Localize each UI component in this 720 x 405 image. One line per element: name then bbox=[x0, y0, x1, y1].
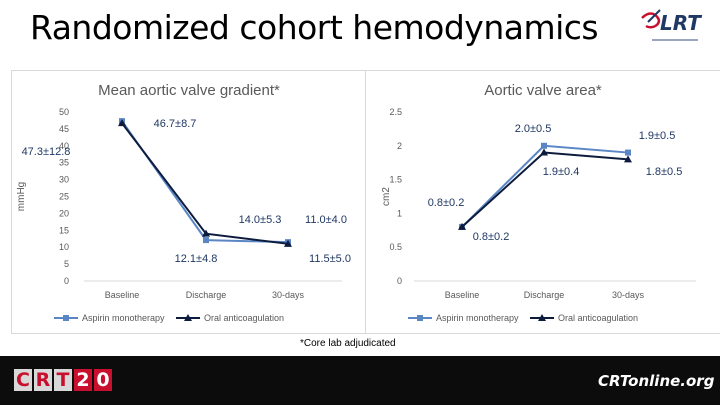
legend-label: Aspirin monotherapy bbox=[436, 313, 519, 323]
legend-label: Aspirin monotherapy bbox=[82, 313, 165, 323]
crt20-logo-letter: T bbox=[54, 369, 72, 391]
y-tick-label: 0 bbox=[64, 276, 69, 286]
y-tick-label: 25 bbox=[59, 192, 69, 202]
y-tick-label: 5 bbox=[64, 259, 69, 269]
data-point bbox=[458, 222, 466, 230]
data-label: 1.8±0.5 bbox=[646, 166, 683, 178]
crt20-logo-digit: 0 bbox=[94, 369, 112, 391]
legend-marker bbox=[63, 315, 69, 321]
y-tick-label: 2.5 bbox=[389, 107, 402, 117]
y-tick-label: 20 bbox=[59, 208, 69, 218]
y-tick-label: 10 bbox=[59, 242, 69, 252]
y-tick-label: 35 bbox=[59, 158, 69, 168]
data-point bbox=[540, 148, 548, 156]
data-point bbox=[541, 142, 547, 149]
footnote: *Core lab adjudicated bbox=[300, 338, 396, 349]
valve-area-chart: Aortic valve area* 0 0.5 1 1.5 2 2.5 cm2 Baselin… bbox=[365, 70, 720, 334]
data-point bbox=[284, 239, 292, 247]
data-label: 47.3±12.8 bbox=[22, 146, 71, 158]
data-point bbox=[624, 155, 632, 163]
gradient-chart: Mean aortic valve gradient* 0 5 10 15 20 25 30 3… bbox=[11, 70, 368, 334]
y-axis-label: cm2 bbox=[381, 187, 392, 206]
y-tick-label: 45 bbox=[59, 124, 69, 134]
data-label: 11.5±5.0 bbox=[309, 253, 351, 265]
data-label: 12.1±4.8 bbox=[175, 253, 218, 265]
footer-bar: C R T 2 0 CRTonline.org bbox=[0, 356, 720, 405]
y-tick-label: 2 bbox=[397, 141, 402, 151]
crt20-logo-letter: C bbox=[14, 369, 32, 391]
slide-title: Randomized cohort hemodynamics bbox=[30, 8, 599, 47]
chart-title: Mean aortic valve gradient* bbox=[98, 82, 280, 99]
data-label: 46.7±8.7 bbox=[154, 118, 197, 130]
crt20-logo: C R T 2 0 bbox=[14, 369, 112, 393]
data-label: 0.8±0.2 bbox=[428, 197, 465, 209]
crt20-logo-letter: R bbox=[34, 369, 52, 391]
crt20-logo-digit: 2 bbox=[74, 369, 92, 391]
series-line bbox=[461, 151, 629, 228]
x-tick-label: 30-days bbox=[612, 290, 645, 300]
x-tick-label: Discharge bbox=[186, 290, 227, 300]
data-label: 1.9±0.4 bbox=[543, 166, 580, 178]
x-tick-label: Discharge bbox=[524, 290, 565, 300]
chart-title: Aortic valve area* bbox=[484, 82, 602, 99]
x-tick-label: Baseline bbox=[105, 290, 140, 300]
data-label: 0.8±0.2 bbox=[473, 231, 510, 243]
data-point bbox=[203, 237, 209, 244]
data-label: 1.9±0.5 bbox=[639, 130, 676, 142]
x-tick-label: Baseline bbox=[445, 290, 480, 300]
lrt-logo: LRT bbox=[638, 6, 706, 48]
valve-area-chart-svg: Aortic valve area* 0 0.5 1 1.5 2 2.5 cm2 Baselin… bbox=[381, 82, 696, 323]
data-label: 14.0±5.3 bbox=[239, 214, 282, 226]
lrt-logo-text: LRT bbox=[660, 11, 702, 35]
y-tick-label: 0 bbox=[397, 276, 402, 286]
legend-label: Oral anticoagulation bbox=[204, 313, 284, 323]
y-axis-label: mmHg bbox=[16, 182, 27, 211]
data-label: 11.0±4.0 bbox=[305, 214, 347, 226]
y-tick-label: 1 bbox=[397, 208, 402, 218]
y-tick-label: 1.5 bbox=[389, 175, 402, 185]
data-point bbox=[625, 149, 631, 156]
y-tick-label: 50 bbox=[59, 107, 69, 117]
y-tick-label: 0.5 bbox=[389, 242, 402, 252]
data-point bbox=[202, 229, 210, 237]
data-point bbox=[118, 119, 126, 127]
crtonline-logo: CRTonline.org bbox=[598, 372, 715, 390]
x-tick-label: 30-days bbox=[272, 290, 305, 300]
y-tick-label: 40 bbox=[59, 141, 69, 151]
legend-marker bbox=[538, 314, 546, 321]
y-tick-label: 15 bbox=[59, 225, 69, 235]
legend-marker bbox=[184, 314, 192, 321]
y-tick-label: 30 bbox=[59, 175, 69, 185]
data-label: 2.0±0.5 bbox=[515, 123, 552, 135]
gradient-chart-svg: Mean aortic valve gradient* 0 5 10 15 20 25 30 3… bbox=[16, 82, 351, 323]
legend-marker bbox=[417, 315, 423, 321]
legend-label: Oral anticoagulation bbox=[558, 313, 638, 323]
